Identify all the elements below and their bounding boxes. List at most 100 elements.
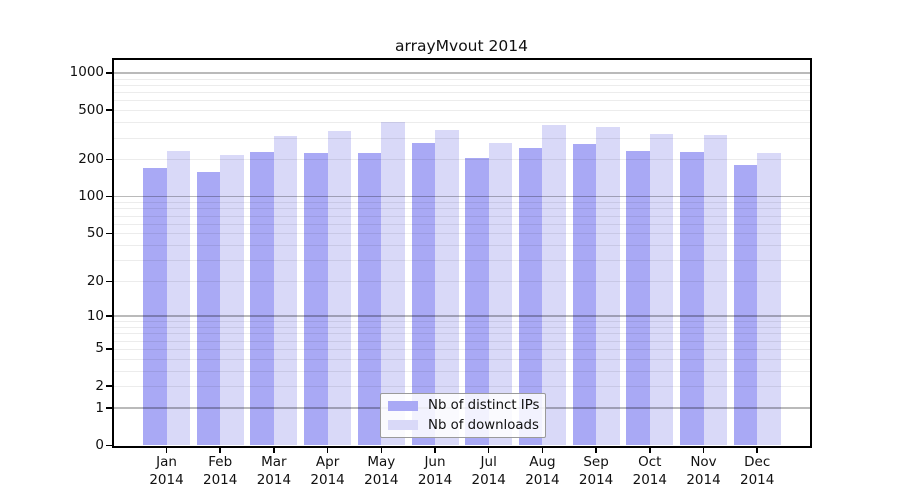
x-tick-mark [702,447,705,453]
plot-area [113,60,810,446]
gridline-minor [113,137,810,139]
y-tick-label: 1000 [69,64,104,81]
x-tick-label-year: 2014 [471,472,506,488]
legend-label-distinct-ips: Nb of distinct IPs [428,398,540,414]
y-tick-mark [105,232,114,235]
bar-distinct-ips-oct [626,151,650,446]
x-tick-mark [649,447,651,453]
gridline-minor [113,386,810,388]
y-tick-label: 500 [78,101,104,118]
x-tick-label-month: Jul [480,454,497,470]
gridline-minor [113,84,810,86]
x-tick-label-dec: Dec 2014 [725,453,789,489]
x-tick-label-year: 2014 [417,472,453,488]
x-tick-label-may: May 2014 [349,453,413,489]
gridline-minor [113,260,810,262]
gridline-minor [113,348,810,350]
x-tick-label-month: Oct [638,454,662,470]
x-tick-label-feb: Feb 2014 [188,453,252,489]
y-tick-mark [105,72,114,74]
x-tick-label-month: Jan [156,454,177,470]
legend-label-downloads: Nb of downloads [428,417,539,433]
bar-downloads-mar [273,135,298,446]
gridline-minor [113,281,810,283]
y-tick-label: 50 [86,224,104,241]
x-tick-mark [273,447,275,453]
y-tick-mark [105,407,114,409]
x-tick-label-nov: Nov 2014 [672,453,736,489]
bar-distinct-ips-dec [733,165,758,446]
gridline-minor [113,358,810,360]
gridline-minor [113,110,810,112]
bar-distinct-ips-nov [680,152,704,446]
gridline-minor [113,202,810,204]
x-tick-label-jul: Jul 2014 [457,453,521,489]
gridline-major [113,315,810,317]
x-tick-label-year: 2014 [525,472,560,488]
y-tick-label: 200 [78,150,104,167]
legend-swatch-distinct-ips-icon [388,400,418,411]
legend-item-downloads: Nb of downloads [388,418,545,433]
x-tick-label-year: 2014 [686,472,721,488]
gridline-minor [113,321,810,323]
x-tick-label-month: Nov [690,454,717,470]
gridline-minor [113,333,810,335]
y-tick-label: 1 [95,399,104,416]
gridline-minor [113,215,810,217]
y-tick-label: 20 [86,272,104,289]
x-tick-label-year: 2014 [364,472,399,488]
y-tick-mark [105,280,114,283]
x-tick-label-month: Apr [315,454,340,470]
x-tick-label-year: 2014 [632,472,667,488]
bar-distinct-ips-aug [518,147,543,446]
bar-distinct-ips-jun [411,143,435,446]
x-tick-label-month: May [367,454,396,470]
bar-distinct-ips-mar [250,152,274,446]
y-tick-mark [105,195,114,198]
y-tick-label: 2 [95,377,104,394]
gridline-minor [113,233,810,235]
gridline-minor [113,370,810,372]
gridline-major [113,195,810,198]
y-tick-label: 0 [95,437,104,453]
y-tick-mark [105,158,114,161]
x-tick-mark [219,447,221,453]
x-tick-mark [380,447,383,453]
x-tick-mark [487,447,490,453]
x-tick-label-year: 2014 [149,472,184,488]
gridline-minor [113,326,810,328]
x-tick-label-apr: Apr 2014 [296,453,360,489]
bar-downloads-aug [542,125,566,446]
bar-distinct-ips-sep [572,143,597,446]
x-tick-label-month: Aug [529,454,556,470]
x-tick-label-month: Feb [208,454,233,470]
y-tick-label: 5 [95,340,104,357]
x-tick-label-jan: Jan 2014 [135,453,199,489]
gridline-minor [113,100,810,102]
legend-swatch-downloads-icon [388,420,418,431]
bar-distinct-ips-apr [304,152,328,446]
chart-title: arrayMvout 2014 [395,37,528,55]
y-tick-mark [105,444,114,447]
x-tick-mark [165,447,168,453]
gridline-minor [113,92,810,94]
y-tick-mark [105,109,114,111]
bar-downloads-jul [488,142,513,446]
x-tick-mark [541,447,544,453]
y-tick-label: 10 [86,307,104,324]
x-tick-label-jun: Jun 2014 [403,453,467,489]
legend: Nb of distinct IPs Nb of downloads [380,393,546,438]
x-tick-label-month: Sep [583,454,609,470]
x-tick-label-year: 2014 [740,472,775,488]
gridline-major [113,72,810,74]
bar-distinct-ips-feb [196,171,221,446]
bar-distinct-ips-may [357,153,382,446]
bar-downloads-apr [327,131,352,446]
x-tick-label-year: 2014 [310,472,345,488]
legend-item-distinct-ips: Nb of distinct IPs [388,398,545,413]
x-tick-label-month: Dec [744,454,771,470]
bar-downloads-oct [649,133,674,446]
x-tick-label-year: 2014 [203,472,238,488]
bar-downloads-jan [166,151,190,446]
x-tick-mark [756,447,758,453]
